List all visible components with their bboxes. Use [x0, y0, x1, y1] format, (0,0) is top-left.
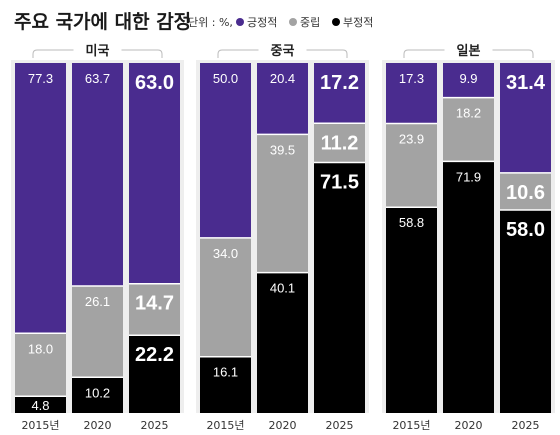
bar-segment-부정적: [386, 207, 437, 413]
group-label: 중국: [271, 44, 295, 59]
data-label: 4.8: [31, 398, 49, 413]
bar-segment-중립: [314, 123, 365, 163]
bar-segment-부정적: [443, 161, 494, 413]
legend-label: 긍정적: [247, 16, 277, 29]
bar-segment-부정적: [129, 335, 180, 413]
x-tick-label: 2015년: [206, 419, 244, 432]
group-bracket: [403, 49, 534, 58]
x-tick-label: 2015년: [21, 419, 59, 432]
legend-swatch: [236, 18, 244, 26]
group-label: 일본: [457, 44, 481, 59]
data-label: 31.4: [506, 72, 546, 94]
data-label: 16.1: [213, 365, 238, 380]
data-label: 17.3: [399, 71, 424, 86]
data-label: 14.7: [135, 293, 174, 315]
bar-segment-중립: [15, 333, 66, 397]
x-tick-label: 2015년: [392, 419, 430, 432]
legend-label: 중립: [300, 16, 320, 29]
x-tick-label: 2020: [84, 419, 112, 432]
bar-segment-긍정적: [443, 63, 494, 98]
bar-segment-중립: [386, 123, 437, 208]
data-label: 63.0: [135, 72, 174, 94]
data-label: 71.9: [456, 169, 481, 184]
data-label: 63.7: [85, 71, 110, 86]
bar-segment-부정적: [72, 377, 123, 413]
data-label: 39.5: [270, 142, 295, 157]
bar-groups: 미국 77.3 18.0 4.8 2015년 63.7 26.1 10.2 2020 63.0 14…: [11, 43, 555, 432]
data-label: 22.2: [135, 344, 174, 366]
x-tick-label: 2025: [512, 419, 540, 432]
legend-label: 부정적: [343, 16, 373, 29]
group-bracket: [217, 49, 348, 58]
group-label: 미국: [86, 43, 110, 59]
bar-segment-긍정적: [15, 63, 66, 334]
bar-segment-중립: [443, 97, 494, 162]
bar-segment-부정적: [200, 356, 251, 413]
data-label: 40.1: [270, 281, 295, 296]
data-label: 18.0: [28, 341, 53, 356]
bar-segment-부정적: [257, 272, 308, 413]
bar-segment-긍정적: [257, 63, 308, 135]
data-label: 26.1: [85, 294, 110, 309]
data-label: 34.0: [213, 246, 238, 261]
group-2: 일본 17.3 23.9 58.8 2015년 9.9 18.2 71.9 2020 31.4 10…: [382, 44, 555, 432]
group-bracket: [32, 49, 163, 58]
data-label: 10.6: [506, 182, 545, 204]
data-label: 11.2: [321, 132, 359, 154]
data-label: 18.2: [456, 106, 481, 121]
x-tick-label: 2025: [326, 419, 354, 432]
bar-segment-긍정적: [314, 63, 365, 124]
bar-segment-중립: [200, 237, 251, 357]
bar-segment-부정적: [314, 162, 365, 413]
bar-segment-긍정적: [200, 63, 251, 238]
bar-segment-긍정적: [72, 63, 123, 286]
chart-title: 주요 국가에 대한 감정: [14, 11, 191, 33]
bar-segment-중립: [72, 285, 123, 378]
data-label: 17.2: [320, 72, 359, 94]
bar-segment-긍정적: [129, 63, 180, 284]
bar-segment-중립: [257, 134, 308, 273]
bar-segment-긍정적: [386, 63, 437, 124]
bar-segment-긍정적: [500, 63, 551, 173]
data-label: 20.4: [270, 71, 295, 86]
x-tick-label: 2020: [269, 419, 297, 432]
data-label: 58.8: [399, 215, 424, 230]
bar-segment-부정적: [15, 396, 66, 413]
x-tick-label: 2025: [141, 419, 169, 432]
bar-segment-부정적: [500, 210, 551, 413]
group-1: 중국 50.0 34.0 16.1 2015년 20.4 39.5 40.1 2020 17.2 1…: [196, 44, 369, 432]
legend: 단위 : %, 긍정적 중립 부정적: [188, 16, 373, 29]
group-0: 미국 77.3 18.0 4.8 2015년 63.7 26.1 10.2 2020 63.0 14…: [11, 43, 184, 432]
bar-segment-중립: [500, 172, 551, 210]
data-label: 23.9: [399, 132, 424, 147]
data-label: 71.5: [320, 171, 359, 193]
legend-unit: 단위 : %,: [188, 16, 233, 29]
x-tick-label: 2020: [455, 419, 483, 432]
data-label: 50.0: [213, 71, 238, 86]
data-label: 58.0: [506, 219, 545, 241]
data-label: 9.9: [459, 71, 477, 86]
bar-segment-중립: [129, 283, 180, 336]
data-label: 10.2: [85, 385, 110, 400]
data-label: 77.3: [28, 71, 53, 86]
legend-swatch: [332, 18, 340, 26]
legend-swatch: [289, 18, 297, 26]
